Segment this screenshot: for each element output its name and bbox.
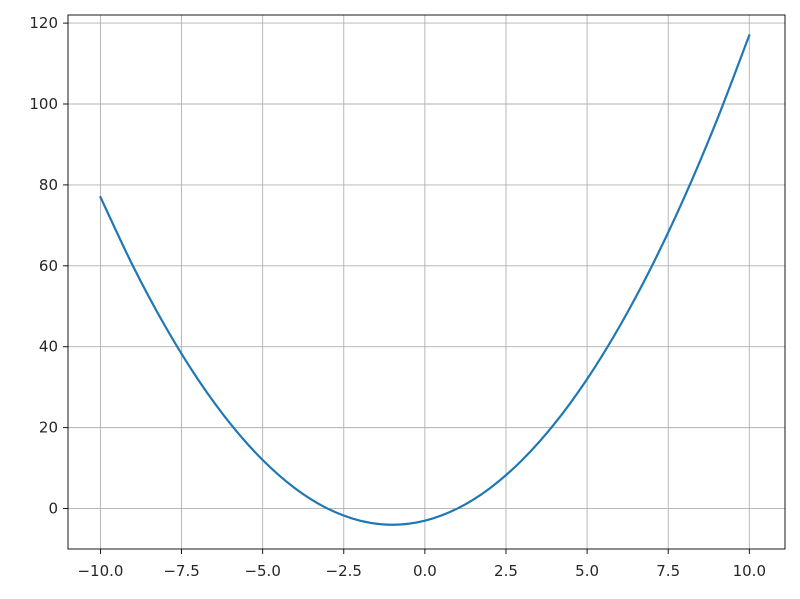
x-tick-label: 7.5 xyxy=(656,562,680,580)
x-tick-label: −5.0 xyxy=(244,562,280,580)
x-tick-label: −7.5 xyxy=(163,562,199,580)
x-tick-label: 0.0 xyxy=(413,562,437,580)
x-tick-label: −10.0 xyxy=(77,562,123,580)
series-layer xyxy=(99,34,751,526)
y-tick-label: 80 xyxy=(39,176,58,194)
grid xyxy=(68,15,785,549)
y-tick-label: 60 xyxy=(39,257,58,275)
y-tick-label: 20 xyxy=(39,419,58,437)
x-tick-label: 5.0 xyxy=(575,562,599,580)
y-tick-label: 100 xyxy=(29,95,58,113)
y-tick-label: 120 xyxy=(29,14,58,32)
ticks: −10.0 −7.5 −5.0 −2.5 0.0 2.5 5.0 7.5 10.0 0 20 40 60… xyxy=(29,14,766,580)
x-tick-label: 10.0 xyxy=(733,562,766,580)
x-tick-label: −2.5 xyxy=(326,562,362,580)
y-tick-label: 40 xyxy=(39,338,58,356)
y-tick-label: 0 xyxy=(48,500,58,518)
series-line xyxy=(99,34,751,526)
x-tick-label: 2.5 xyxy=(494,562,518,580)
axes-frame xyxy=(67,14,786,550)
